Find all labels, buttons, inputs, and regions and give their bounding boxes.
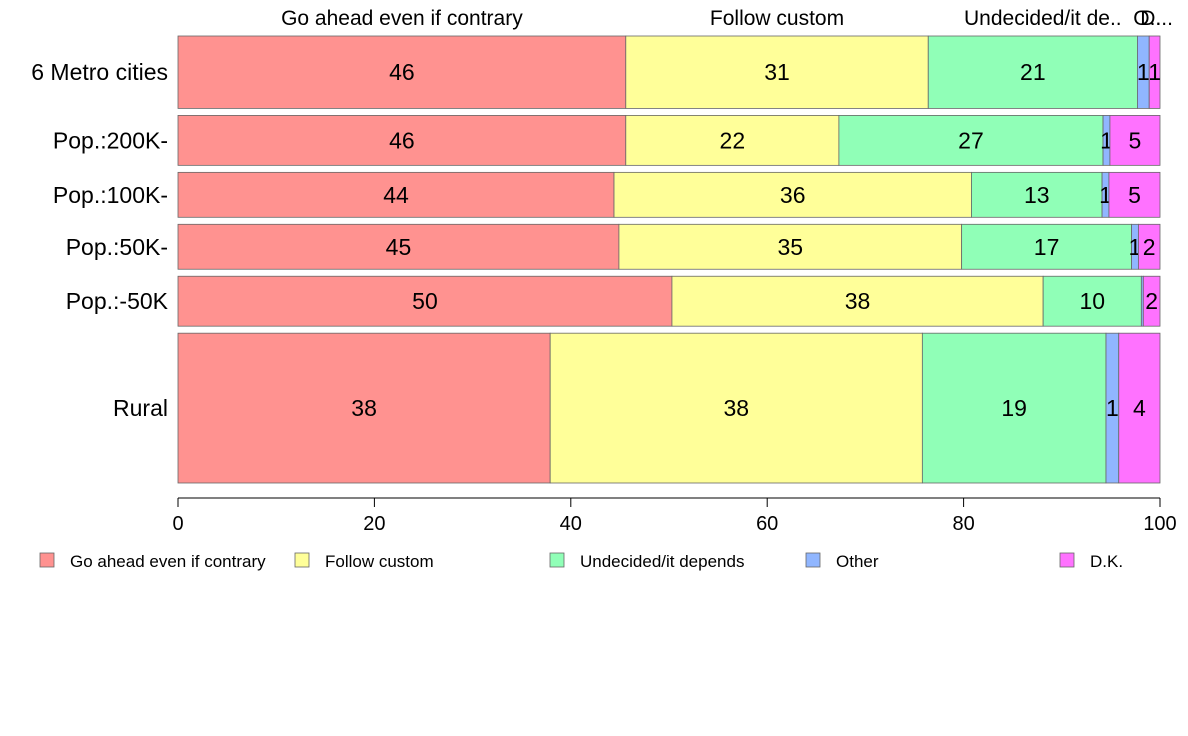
legend-swatch	[39, 552, 55, 568]
legend-label: Go ahead even if contrary	[70, 552, 266, 571]
legend-label: D.K.	[1090, 552, 1123, 571]
x-tick-label: 100	[1143, 513, 1176, 535]
bar-segment	[1148, 35, 1161, 109]
data-label: 5	[1129, 127, 1142, 153]
bar-segment	[613, 171, 972, 218]
bar-segment	[618, 223, 963, 270]
bar-segment	[177, 223, 620, 270]
bar-segment	[961, 223, 1132, 270]
data-label: 2	[1145, 288, 1158, 314]
bar-segment	[177, 35, 627, 109]
bar-segment	[971, 171, 1103, 218]
bar-segment	[1142, 275, 1161, 327]
data-label: 4	[1133, 395, 1146, 421]
x-tick-label: 40	[560, 513, 582, 535]
x-tick-label: 0	[172, 513, 183, 535]
column-header: O..	[1133, 7, 1161, 30]
bar-segment	[177, 115, 627, 166]
column-header: Follow custom	[710, 7, 844, 30]
data-label: 38	[351, 395, 377, 421]
data-label: 1	[1106, 395, 1119, 421]
data-label: 31	[764, 59, 790, 85]
data-label: 27	[958, 127, 984, 153]
data-label: 2	[1143, 234, 1156, 260]
data-label: 46	[389, 59, 415, 85]
data-label: 1	[1148, 59, 1161, 85]
category-label: Pop.:200K-	[53, 127, 168, 153]
column-header: Go ahead even if contrary	[281, 7, 523, 30]
data-label: 13	[1024, 182, 1050, 208]
data-label: 46	[389, 127, 415, 153]
column-header: D...	[1140, 7, 1173, 30]
data-label: 22	[720, 127, 746, 153]
legend-label: Other	[836, 552, 879, 571]
bar-segment	[625, 35, 929, 109]
category-label: Pop.:50K-	[66, 234, 168, 260]
bar-segment	[625, 115, 840, 166]
x-tick-label: 80	[952, 513, 974, 535]
bar-segment	[177, 332, 551, 484]
bar-segment	[549, 332, 923, 484]
category-label: Pop.:-50K	[66, 288, 169, 314]
category-label: 6 Metro cities	[31, 59, 168, 85]
legend-swatch	[294, 552, 310, 568]
data-label: 50	[412, 288, 438, 314]
column-header: Undecided/it de..	[964, 7, 1122, 30]
bar-segment	[1108, 171, 1161, 218]
legend-swatch	[1059, 552, 1075, 568]
data-label: 45	[386, 234, 412, 260]
data-label: 5	[1128, 182, 1141, 208]
data-label: 17	[1034, 234, 1060, 260]
data-label: 38	[845, 288, 871, 314]
data-label: 38	[723, 395, 749, 421]
bar-segment	[1109, 115, 1161, 166]
legend-label: Undecided/it depends	[580, 552, 744, 571]
x-tick-label: 20	[363, 513, 385, 535]
bar-segment	[671, 275, 1044, 327]
bar-segment	[927, 35, 1138, 109]
data-label: 44	[383, 182, 409, 208]
bar-segment	[1118, 332, 1161, 484]
bar-segment	[921, 332, 1107, 484]
legend-swatch	[549, 552, 565, 568]
bar-segment	[177, 275, 673, 327]
legend-label: Follow custom	[325, 552, 434, 571]
data-label: 36	[780, 182, 806, 208]
legend-swatch	[805, 552, 821, 568]
bar-segment	[838, 115, 1104, 166]
data-label: 10	[1079, 288, 1105, 314]
data-label: 35	[777, 234, 803, 260]
category-label: Rural	[113, 395, 168, 421]
bar-segment	[177, 171, 615, 218]
category-label: Pop.:100K-	[53, 182, 168, 208]
data-label: 21	[1020, 59, 1046, 85]
x-tick-label: 60	[756, 513, 778, 535]
bar-segment	[1137, 223, 1161, 270]
data-label: 19	[1001, 395, 1027, 421]
data-label: 1	[1137, 59, 1150, 85]
bar-segment	[1042, 275, 1142, 327]
